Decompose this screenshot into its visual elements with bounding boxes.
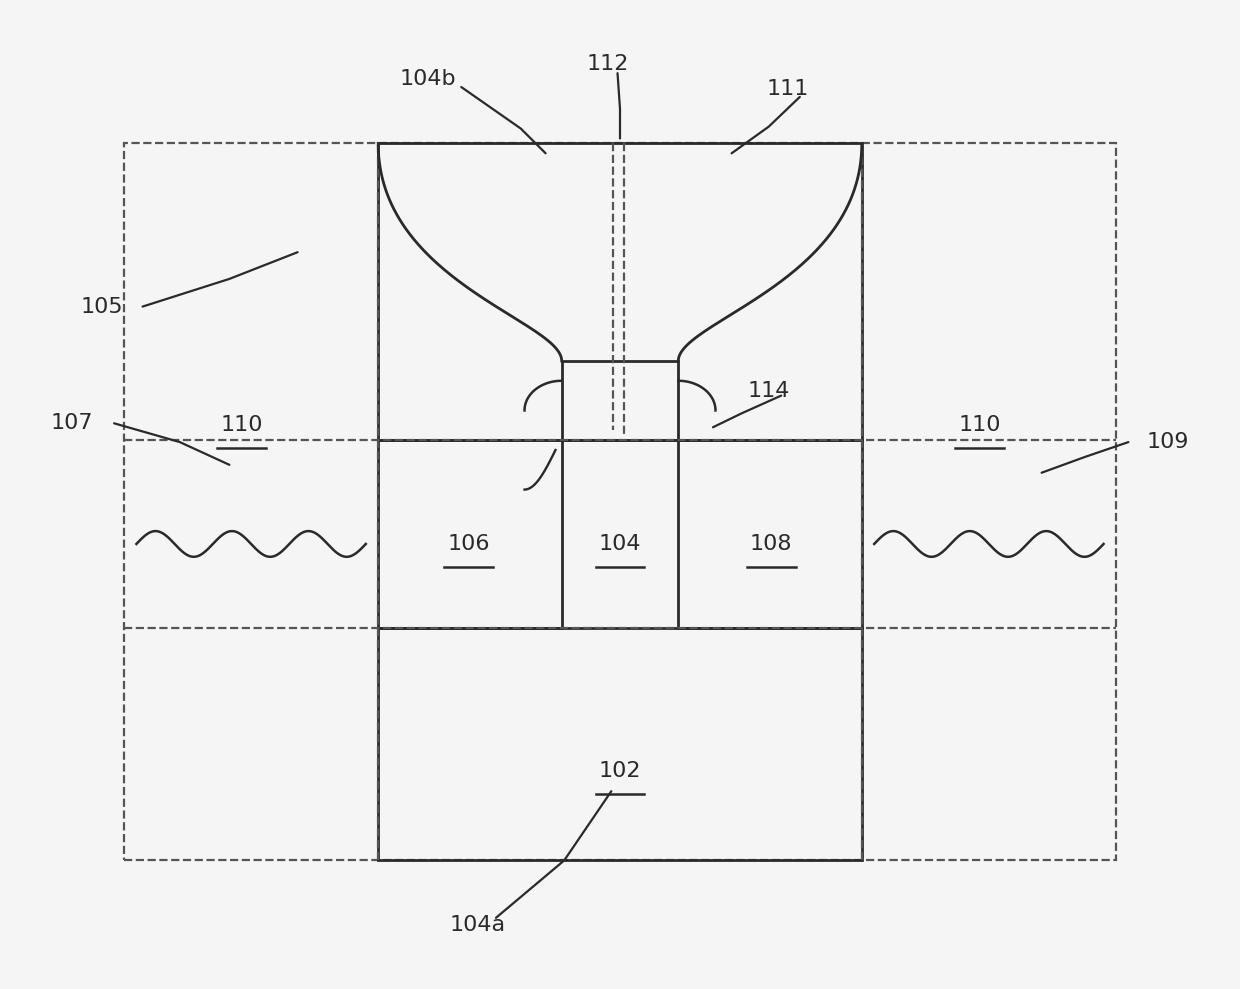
Text: 110: 110	[221, 415, 263, 435]
Text: 110: 110	[959, 415, 1001, 435]
Bar	[378, 628, 862, 860]
Bar	[562, 361, 678, 440]
Bar	[124, 143, 1116, 860]
Bar	[678, 440, 862, 628]
Text: 114: 114	[748, 381, 790, 401]
Text: 104b: 104b	[399, 69, 456, 89]
Bar	[378, 143, 862, 440]
Text: 111: 111	[766, 79, 808, 99]
Text: 112: 112	[587, 54, 629, 74]
Text: 109: 109	[1147, 432, 1189, 452]
Text: 108: 108	[750, 534, 792, 554]
Text: 106: 106	[448, 534, 490, 554]
Bar	[378, 440, 562, 628]
Text: 105: 105	[81, 297, 123, 316]
Text: 104a: 104a	[449, 915, 506, 935]
Text: 104: 104	[599, 534, 641, 554]
Text: 107: 107	[51, 413, 93, 433]
Text: 102: 102	[599, 762, 641, 781]
